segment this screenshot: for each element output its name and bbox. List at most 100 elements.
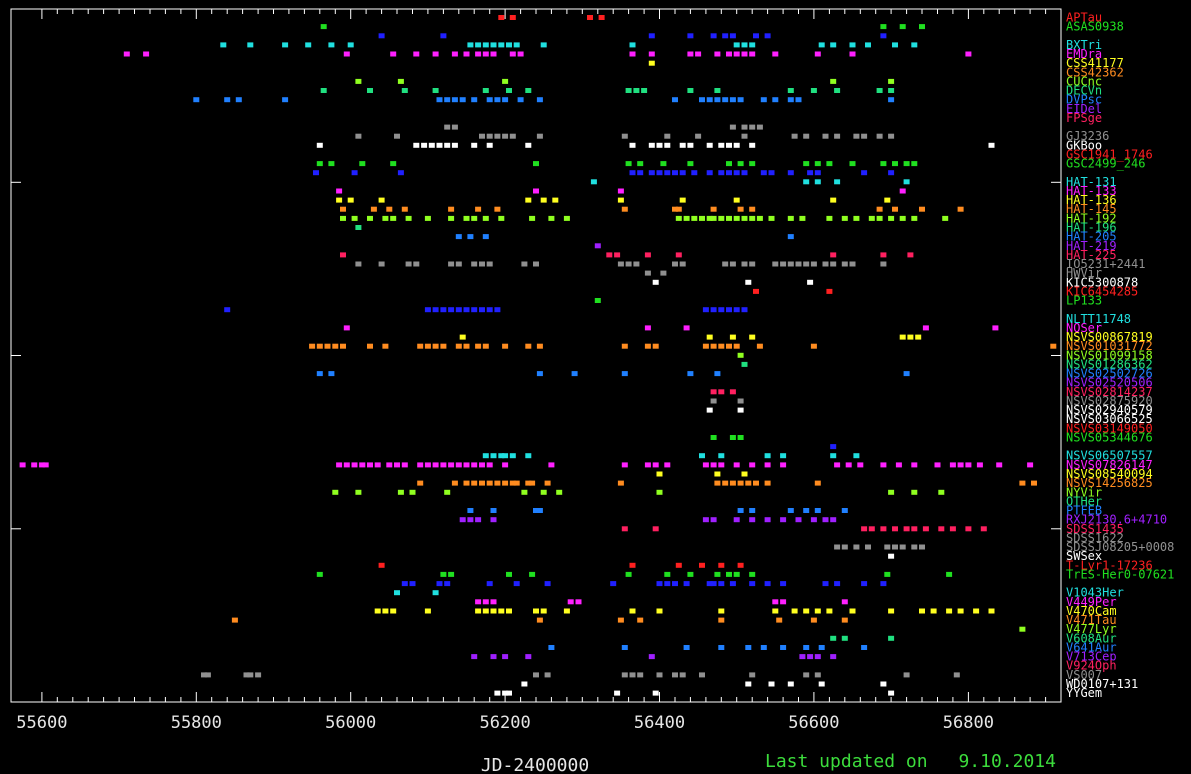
observation-mark xyxy=(432,590,439,596)
observation-mark xyxy=(374,608,381,614)
x-tick-label: 55800 xyxy=(171,713,222,733)
observation-mark xyxy=(397,489,404,495)
observation-mark xyxy=(787,261,794,267)
observation-mark xyxy=(498,608,505,614)
observation-mark xyxy=(502,654,509,660)
observation-mark xyxy=(502,78,509,84)
observation-mark xyxy=(444,489,451,495)
observation-mark xyxy=(807,654,814,660)
observation-mark xyxy=(347,197,354,203)
observation-mark xyxy=(992,325,999,331)
observation-mark xyxy=(486,142,493,148)
observation-mark xyxy=(726,215,732,221)
observation-mark xyxy=(533,161,539,167)
observation-mark xyxy=(475,608,482,614)
observation-mark xyxy=(718,307,725,313)
observation-mark xyxy=(702,517,709,523)
observation-mark xyxy=(768,681,775,687)
observation-mark xyxy=(814,672,821,678)
observation-mark xyxy=(745,279,752,285)
observation-mark xyxy=(316,371,323,377)
observation-mark xyxy=(648,33,655,39)
observation-mark xyxy=(316,142,323,148)
observation-mark xyxy=(756,343,763,349)
observation-mark xyxy=(548,462,555,468)
observation-mark xyxy=(506,690,512,696)
observation-mark xyxy=(625,571,632,577)
observation-mark xyxy=(224,307,231,313)
observation-mark xyxy=(880,581,887,587)
observation-mark xyxy=(305,42,312,48)
observation-mark xyxy=(552,197,559,203)
observation-mark xyxy=(737,407,744,413)
observation-mark xyxy=(1027,462,1034,468)
observation-mark xyxy=(502,343,509,349)
observation-mark xyxy=(714,480,721,486)
observation-mark xyxy=(247,672,254,678)
observation-mark xyxy=(509,453,516,459)
observation-mark xyxy=(486,480,493,486)
observation-mark xyxy=(204,672,211,678)
x-axis-label: JD-2400000 xyxy=(481,755,589,774)
observation-mark xyxy=(502,97,509,103)
observation-mark xyxy=(451,480,458,486)
observation-mark xyxy=(644,462,651,468)
star-label: BXTri xyxy=(1066,38,1102,52)
observation-mark xyxy=(780,645,787,650)
observation-mark xyxy=(316,161,323,167)
star-label: GSC2499_246 xyxy=(1066,157,1145,171)
observation-mark xyxy=(220,42,227,48)
observation-mark xyxy=(683,581,690,587)
observation-mark xyxy=(444,142,451,148)
observation-mark xyxy=(397,170,404,176)
observation-mark xyxy=(857,462,864,468)
observation-mark xyxy=(919,544,925,550)
observation-mark xyxy=(737,161,744,167)
observation-mark xyxy=(718,608,725,614)
observation-mark xyxy=(718,389,725,395)
observation-mark xyxy=(424,307,431,313)
observation-mark xyxy=(355,133,362,139)
observation-mark xyxy=(467,42,474,48)
observation-mark xyxy=(888,88,895,93)
observation-mark xyxy=(880,526,887,532)
observation-mark xyxy=(494,133,501,139)
observation-mark xyxy=(494,206,501,212)
observation-mark xyxy=(741,215,748,221)
observation-mark xyxy=(911,462,918,468)
star-label: HAT-131 xyxy=(1066,175,1117,189)
observation-mark xyxy=(355,225,362,230)
observation-mark xyxy=(830,261,837,267)
observation-mark xyxy=(772,51,779,57)
observation-mark xyxy=(706,581,713,587)
observation-mark xyxy=(324,343,331,349)
star-label: NSVS02940579 xyxy=(1066,403,1153,417)
observation-mark xyxy=(529,480,536,486)
observation-mark xyxy=(394,462,400,468)
star-label: GSC1941_1746 xyxy=(1066,148,1153,162)
observation-mark xyxy=(888,553,895,559)
observation-mark xyxy=(892,161,898,167)
observation-mark xyxy=(679,170,686,176)
observation-mark xyxy=(741,51,748,57)
observation-mark xyxy=(830,42,837,48)
star-label: TrES-Her0-07621 xyxy=(1066,567,1174,581)
observation-mark xyxy=(506,608,512,614)
observation-mark xyxy=(687,88,694,93)
star-label: V449Per xyxy=(1066,595,1117,609)
observation-mark xyxy=(749,51,756,57)
observation-mark xyxy=(749,462,756,468)
observation-mark xyxy=(455,261,462,267)
observation-mark xyxy=(915,334,922,340)
star-label: NSVS03066525 xyxy=(1066,412,1153,426)
star-label: EIDel xyxy=(1066,102,1102,116)
observation-mark xyxy=(722,33,729,39)
observation-mark xyxy=(764,581,771,587)
observation-mark xyxy=(749,142,756,148)
observation-mark xyxy=(463,215,470,221)
observation-mark xyxy=(760,645,767,650)
observation-mark xyxy=(409,489,416,495)
observation-mark xyxy=(652,279,659,285)
observation-mark xyxy=(884,544,891,550)
